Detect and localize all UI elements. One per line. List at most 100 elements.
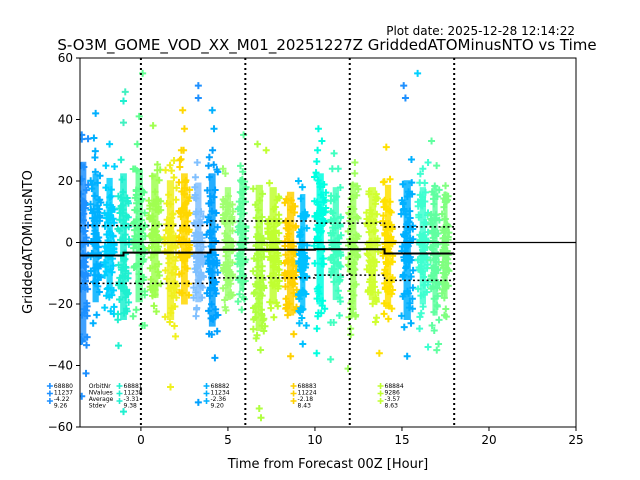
outlier-point	[90, 134, 98, 142]
stats-block-2-marker	[116, 383, 123, 389]
y-tick-label: 60	[58, 51, 73, 65]
orbit-21-point	[407, 155, 415, 163]
chart-title: S-O3M_GOME_VOD_XX_M01_20251227Z GriddedA…	[57, 36, 596, 55]
orbit-10-point	[221, 303, 229, 311]
orbit-24-point	[442, 313, 450, 321]
orbit-13-point	[265, 179, 273, 187]
stats-block-2-line: 68881	[124, 383, 143, 390]
stats-block-1-line: NValues	[89, 390, 113, 397]
orbit-20-point	[380, 178, 388, 186]
outlier-point	[375, 349, 383, 357]
orbit-9-point	[213, 327, 221, 335]
stats-block-5-marker	[377, 398, 384, 404]
outlier-point	[403, 352, 411, 360]
orbit-2-point	[111, 163, 119, 171]
stats-block-5-line: 68884	[385, 383, 404, 390]
outlier-point	[424, 343, 432, 351]
orbit-7-point	[177, 155, 185, 163]
orbit-8-point	[192, 312, 200, 320]
x-tick-label: 5	[224, 433, 232, 447]
outlier-point	[414, 69, 422, 77]
orbit-15-point	[294, 177, 302, 185]
mean-line	[80, 248, 455, 257]
orbit-16-point	[317, 309, 325, 317]
orbit-12-point	[253, 331, 261, 339]
y-tick-label: −20	[48, 297, 73, 311]
orbit-6-point	[162, 166, 170, 174]
orbit-22-point	[416, 179, 424, 187]
outlier-point	[299, 340, 307, 348]
orbit-1-point	[91, 147, 99, 155]
orbit-23-point	[433, 162, 441, 170]
orbit-15-point	[298, 314, 306, 322]
y-tick-label: 0	[65, 236, 73, 250]
orbit-17-point	[330, 318, 338, 326]
stats-block-4-line: 68883	[298, 383, 317, 390]
orbit-18-point	[347, 311, 355, 319]
orbit-6-point	[168, 167, 176, 175]
orbit-11-core	[239, 182, 245, 292]
x-tick-label: 20	[481, 433, 496, 447]
orbit-9-point	[205, 153, 213, 161]
stats-block-3-line: -2.36	[211, 396, 227, 403]
orbit-6-point	[170, 157, 178, 164]
outlier-point	[120, 97, 128, 105]
outlier-point	[262, 146, 270, 154]
outlier-point	[208, 106, 216, 114]
orbit-16-core	[316, 173, 324, 305]
orbit-10-core	[224, 187, 232, 301]
orbit-2-core	[106, 177, 113, 296]
orbit-2-point	[107, 307, 115, 315]
orbit-24-point	[442, 182, 450, 190]
orbit-16-point	[313, 325, 321, 333]
orbit-21-core	[403, 180, 411, 320]
outlier-point	[80, 392, 86, 400]
orbit-11-point	[236, 290, 244, 298]
orbit-8-point	[191, 173, 199, 181]
orbit-17-core	[332, 187, 339, 301]
outlier-point	[382, 143, 390, 151]
stats-block-4-line: 11224	[298, 390, 317, 397]
orbit-6-point	[170, 322, 178, 330]
orbit-0-point	[83, 341, 91, 349]
orbit-22-point	[416, 325, 424, 333]
outlier-point	[92, 109, 100, 117]
orbit-5-point	[145, 212, 153, 220]
orbit-17-point	[335, 311, 343, 319]
orbit-12-point	[249, 185, 257, 193]
outlier-point	[400, 82, 408, 90]
stats-block-3-marker	[203, 390, 210, 397]
stats-block-2-marker	[116, 398, 123, 404]
stats-block-5-marker	[377, 383, 384, 389]
orbit-15-point	[298, 183, 306, 191]
outlier-point	[433, 346, 441, 354]
y-tick-label: −40	[48, 359, 73, 373]
stats-block-4-line: 8.43	[298, 403, 312, 410]
stats-block-3-marker	[203, 383, 210, 389]
orbit-19-point	[369, 300, 377, 308]
orbit-9-point	[208, 331, 216, 339]
orbit-22-point	[417, 309, 425, 317]
stats-block-2-line: 11238	[124, 390, 143, 397]
outlier-point	[401, 94, 409, 102]
orbit-0-point	[82, 369, 90, 377]
orbit-20-point	[380, 310, 388, 318]
stats-block-0-marker	[46, 390, 53, 397]
orbit-1-point	[89, 319, 97, 327]
orbit-0-core	[80, 161, 87, 343]
orbit-16-point	[314, 146, 322, 154]
outlier-point	[106, 140, 114, 148]
stats-block-1-line: Average	[89, 396, 114, 403]
orbit-7-point	[176, 156, 184, 164]
orbit-7-core	[181, 173, 188, 305]
orbit-9-point	[211, 354, 219, 362]
orbit-23-point	[435, 316, 443, 324]
outlier-point	[257, 414, 265, 422]
stats-block-3-line: 9.20	[211, 403, 225, 410]
orbit-3-point	[114, 342, 122, 350]
stats-block-4-marker	[290, 398, 297, 404]
stats-block-0-line: 68880	[54, 383, 73, 390]
orbit-6-point	[161, 239, 169, 247]
orbit-24-point	[442, 305, 450, 313]
y-tick-label: −60	[48, 420, 73, 434]
